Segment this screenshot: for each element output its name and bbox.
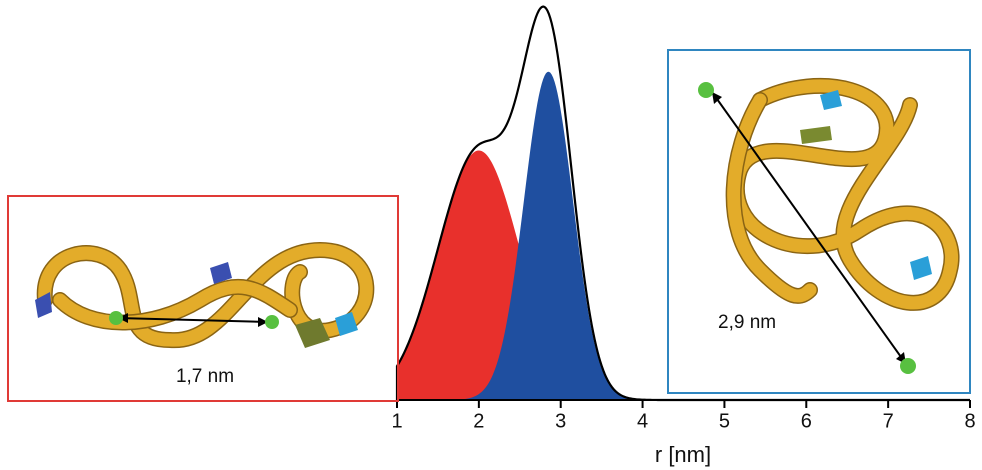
- inset-box: [7, 195, 399, 402]
- x-tick-label: 6: [801, 410, 812, 432]
- molecule-short: [35, 241, 375, 349]
- x-tick-label: 2: [473, 410, 484, 432]
- x-tick-label: 5: [719, 410, 730, 432]
- distance-label: 1,7 nm: [176, 366, 234, 387]
- component-area: [397, 150, 970, 400]
- x-tick-label: 1: [391, 410, 402, 432]
- x-axis-label: r [nm]: [655, 442, 711, 467]
- x-tick-label: 4: [637, 410, 648, 432]
- distance-label: 2,9 nm: [718, 312, 776, 333]
- plot-area: 1 2 3 4 5 6 7 8: [391, 5, 976, 432]
- inset-box: [667, 49, 971, 394]
- component-area: [397, 71, 970, 401]
- x-tick-label: 3: [555, 410, 566, 432]
- molecule-long: [698, 77, 960, 374]
- x-tick-label: 8: [964, 410, 975, 432]
- x-tick-label: 7: [883, 410, 894, 432]
